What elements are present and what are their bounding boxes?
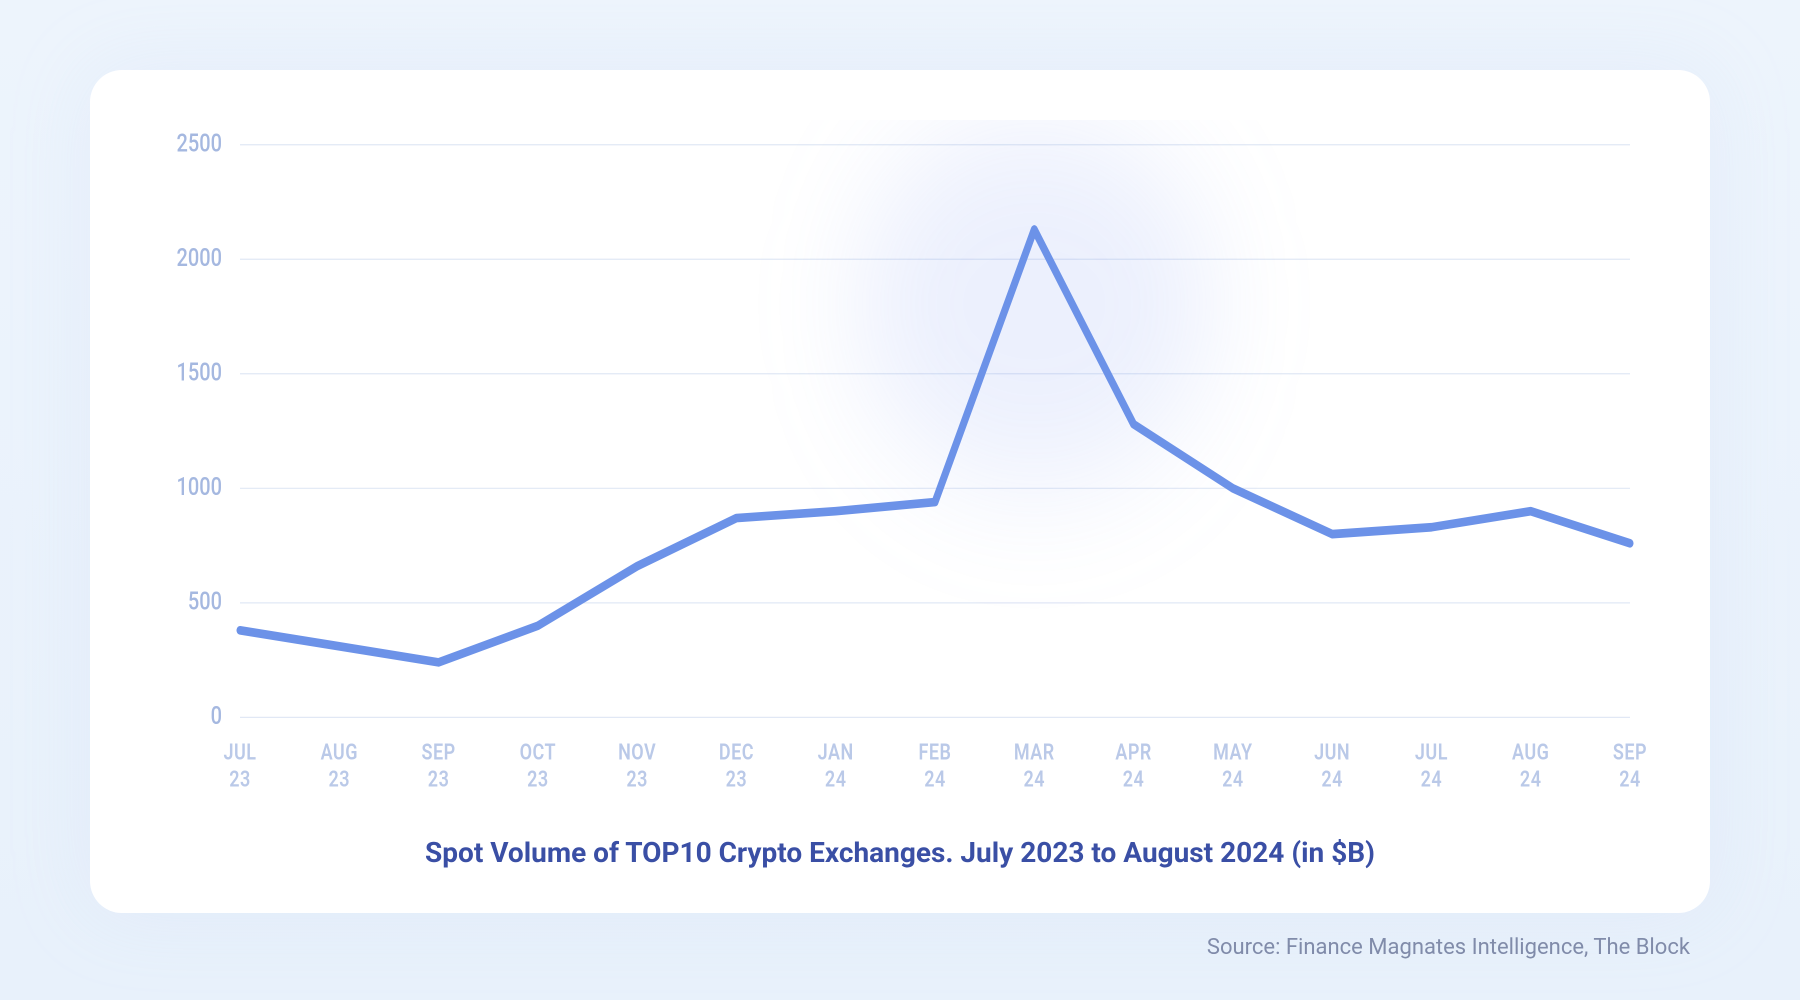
x-axis-tick-label: DEC23 — [719, 739, 754, 793]
x-axis-tick-label: MAR24 — [1014, 739, 1055, 793]
x-axis-tick-label: MAY24 — [1213, 739, 1252, 793]
x-axis-tick-label: AUG24 — [1512, 739, 1549, 793]
x-axis-tick-label: SEP23 — [421, 739, 455, 793]
x-axis-tick-label: SEP24 — [1613, 739, 1647, 793]
y-axis-tick-label: 2500 — [177, 129, 222, 158]
chart-area: 0 500 1000 1500 2000 2500 JUL23 AUG23 SEP23 OCT23… — [150, 120, 1650, 814]
chart-source: Source: Finance Magnates Intelligence, T… — [90, 935, 1710, 960]
x-axis-tick-label: JAN24 — [818, 739, 854, 793]
y-axis-tick-label: 2000 — [177, 244, 222, 273]
x-axis-tick-label: JUL24 — [1415, 739, 1448, 793]
y-axis-tick-label: 500 — [188, 587, 222, 616]
x-axis-tick-label: FEB24 — [919, 739, 952, 793]
x-axis-tick-label: JUN24 — [1314, 739, 1350, 793]
y-axis-tick-label: 1000 — [177, 473, 222, 502]
x-axis-tick-label: NOV23 — [618, 739, 656, 793]
x-axis-tick-label: AUG23 — [321, 739, 358, 793]
line-chart-svg: 0 500 1000 1500 2000 2500 JUL23 AUG23 SEP23 OCT23… — [150, 120, 1650, 814]
chart-card: 0 500 1000 1500 2000 2500 JUL23 AUG23 SEP23 OCT23… — [90, 70, 1710, 913]
y-axis-tick-label: 1500 — [177, 358, 222, 387]
x-axis-tick-label: JUL23 — [223, 739, 256, 793]
x-axis-tick-label: APR24 — [1115, 739, 1151, 793]
y-axis-tick-label: 0 — [211, 702, 222, 731]
page-container: 0 500 1000 1500 2000 2500 JUL23 AUG23 SEP23 OCT23… — [0, 0, 1800, 1000]
x-axis-tick-label: OCT23 — [520, 739, 556, 793]
chart-title: Spot Volume of TOP10 Crypto Exchanges. J… — [150, 836, 1650, 869]
